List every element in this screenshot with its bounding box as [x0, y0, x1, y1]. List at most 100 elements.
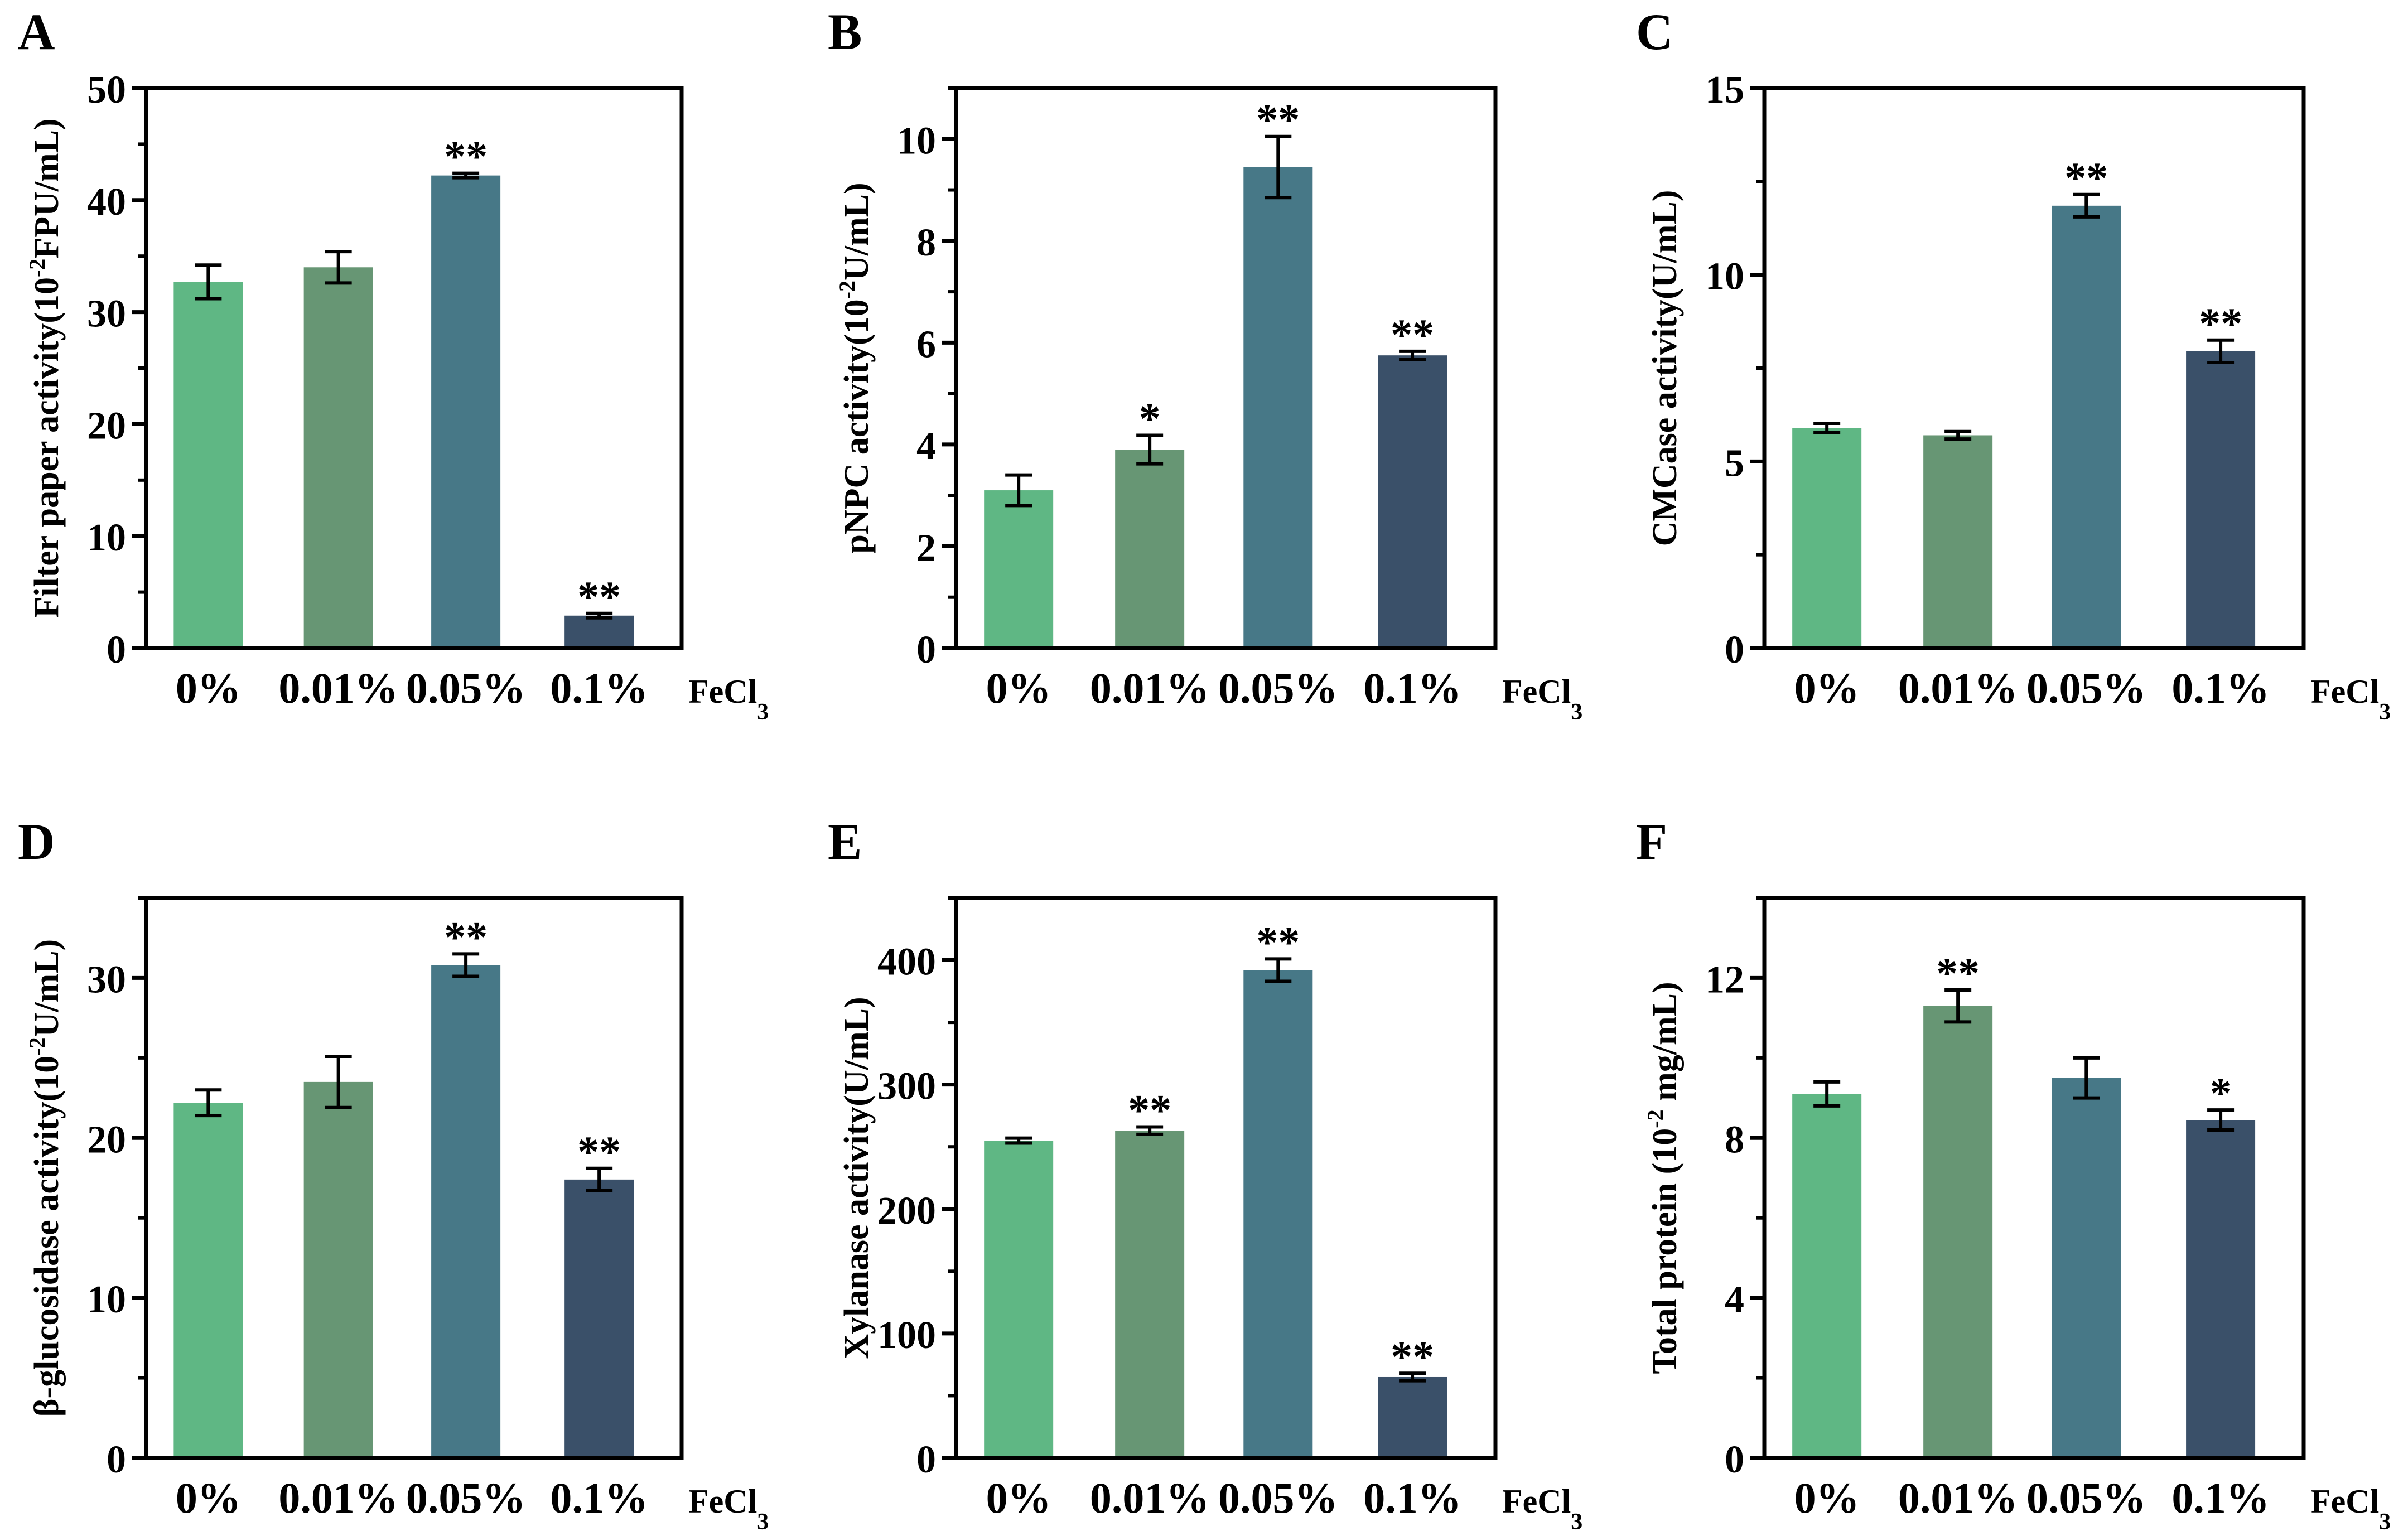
y-tick-label: 200 — [877, 1190, 936, 1233]
x-axis-suffix: FeCl3 — [1502, 1483, 1582, 1535]
bar-1 — [1923, 435, 1993, 648]
significance-label: * — [2210, 1069, 2232, 1117]
x-tick-label: 0% — [986, 664, 1051, 712]
error-bar-1 — [1944, 429, 1972, 441]
chart-panel-b: B 0% * 0.01% ** 0.05% ** 0.1% 0 2 4 6 8 10 FeCl3 pNPC a… — [828, 3, 1582, 725]
y-tick-label: 4 — [916, 425, 936, 468]
y-tick-label: 10 — [87, 516, 126, 559]
x-tick-label: 0% — [1794, 664, 1860, 712]
x-tick-label: 0.01% — [1090, 1474, 1210, 1522]
significance-label: ** — [1391, 310, 1434, 359]
error-bar-3 — [2207, 1108, 2235, 1132]
x-tick-label: 0.1% — [550, 664, 648, 712]
y-tick-label: 0 — [107, 629, 126, 672]
panel-label: D — [18, 813, 55, 870]
bar-1 — [1923, 1006, 1993, 1458]
y-axis-title: β-glucosidase activity(10-2U/mL) — [25, 939, 66, 1417]
bar-1 — [1115, 1131, 1185, 1458]
significance-label: ** — [1256, 917, 1300, 966]
bar-2 — [1243, 970, 1313, 1458]
error-bar-3 — [2207, 338, 2235, 364]
bar-3 — [564, 1179, 634, 1458]
x-tick-label: 0.05% — [1218, 1474, 1338, 1522]
error-bar-1 — [325, 250, 352, 285]
x-axis-suffix: FeCl3 — [2310, 673, 2391, 725]
x-tick-label: 0.1% — [2171, 664, 2270, 712]
y-tick-label: 20 — [87, 1118, 126, 1161]
significance-label: ** — [1391, 1332, 1434, 1380]
error-bar-3 — [586, 611, 613, 620]
x-tick-label: 0.1% — [1363, 1474, 1461, 1522]
x-axis-suffix: FeCl3 — [688, 673, 769, 725]
y-tick-label: 0 — [107, 1438, 126, 1481]
y-tick-label: 0 — [916, 629, 936, 672]
y-tick-label: 30 — [87, 958, 126, 1001]
error-bar-3 — [586, 1166, 613, 1192]
bar-2 — [2052, 1078, 2121, 1458]
y-tick-label: 0 — [916, 1438, 936, 1481]
bar-3 — [2186, 1120, 2256, 1458]
y-tick-label: 8 — [916, 221, 936, 264]
bar-3 — [1378, 1376, 1447, 1458]
chart-panel-c: C 0% 0.01% ** 0.05% ** 0.1% 0 5 10 15 FeCl3 CMCase a… — [1636, 3, 2391, 725]
error-bar-1 — [1136, 1125, 1164, 1136]
y-tick-label: 8 — [1725, 1118, 1744, 1161]
bar-2 — [431, 175, 501, 648]
significance-label: ** — [577, 572, 621, 621]
y-tick-label: 12 — [1705, 958, 1744, 1001]
y-axis-title: Xylanase activity(U/mL) — [838, 997, 876, 1359]
bar-0 — [984, 1141, 1054, 1458]
x-tick-label: 0.01% — [1898, 1474, 2018, 1522]
x-tick-label: 0.05% — [406, 664, 526, 712]
axis-frame — [954, 86, 1498, 650]
bar-2 — [431, 965, 501, 1458]
error-bar-2 — [452, 171, 480, 180]
y-axis-title: CMCase activity(U/mL) — [1646, 190, 1684, 547]
x-axis-suffix: FeCl3 — [2310, 1483, 2391, 1535]
x-tick-label: 0.01% — [1090, 664, 1210, 712]
x-tick-label: 0% — [176, 664, 241, 712]
y-tick-label: 20 — [87, 404, 126, 447]
significance-label: * — [1139, 394, 1161, 442]
significance-label: ** — [2064, 153, 2108, 202]
error-bar-3 — [1399, 1371, 1426, 1383]
y-tick-label: 15 — [1705, 69, 1744, 112]
significance-label: ** — [1128, 1086, 1171, 1134]
y-tick-label: 40 — [87, 181, 126, 224]
y-tick-label: 0 — [1725, 1438, 1744, 1481]
error-bar-1 — [1136, 433, 1164, 466]
y-tick-label: 30 — [87, 293, 126, 336]
error-bar-0 — [195, 1088, 222, 1118]
x-tick-label: 0.1% — [2171, 1474, 2270, 1522]
x-tick-label: 0.05% — [1218, 664, 1338, 712]
chart-panel-d: D 0% 0.01% ** 0.05% ** 0.1% 0 10 20 30 FeCl3 β-gluco… — [18, 813, 769, 1535]
y-tick-label: 10 — [87, 1278, 126, 1321]
panel-label: A — [18, 3, 55, 60]
bar-0 — [984, 490, 1054, 648]
y-tick-label: 10 — [897, 119, 936, 162]
y-tick-label: 50 — [87, 69, 126, 112]
significance-label: ** — [577, 1127, 621, 1176]
x-tick-label: 0.1% — [550, 1474, 648, 1522]
significance-label: ** — [2199, 299, 2242, 347]
x-tick-label: 0.01% — [278, 1474, 398, 1522]
y-axis-title: pNPC activity(10-2U/mL) — [834, 182, 876, 553]
axis-frame — [144, 896, 684, 1460]
x-tick-label: 0.01% — [1898, 664, 2018, 712]
x-tick-label: 0.1% — [1363, 664, 1461, 712]
bar-1 — [303, 267, 373, 648]
y-tick-label: 4 — [1725, 1278, 1744, 1321]
error-bar-3 — [1399, 349, 1426, 361]
error-bar-0 — [1005, 1136, 1032, 1145]
error-bar-2 — [2073, 1056, 2100, 1100]
y-axis-title: Filter paper activity(10-2FPU/mL) — [25, 118, 66, 617]
x-tick-label: 0.05% — [2026, 664, 2146, 712]
error-bar-0 — [195, 263, 222, 301]
x-axis-suffix: FeCl3 — [1502, 673, 1582, 725]
y-axis-title: Total protein (10-2 mg/mL) — [1643, 982, 1684, 1374]
y-tick-label: 0 — [1725, 629, 1744, 672]
bar-2 — [1243, 167, 1313, 648]
error-bar-2 — [2073, 192, 2100, 219]
error-bar-2 — [1265, 957, 1292, 983]
